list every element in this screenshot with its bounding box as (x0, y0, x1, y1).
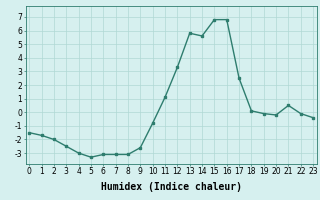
X-axis label: Humidex (Indice chaleur): Humidex (Indice chaleur) (101, 182, 242, 192)
